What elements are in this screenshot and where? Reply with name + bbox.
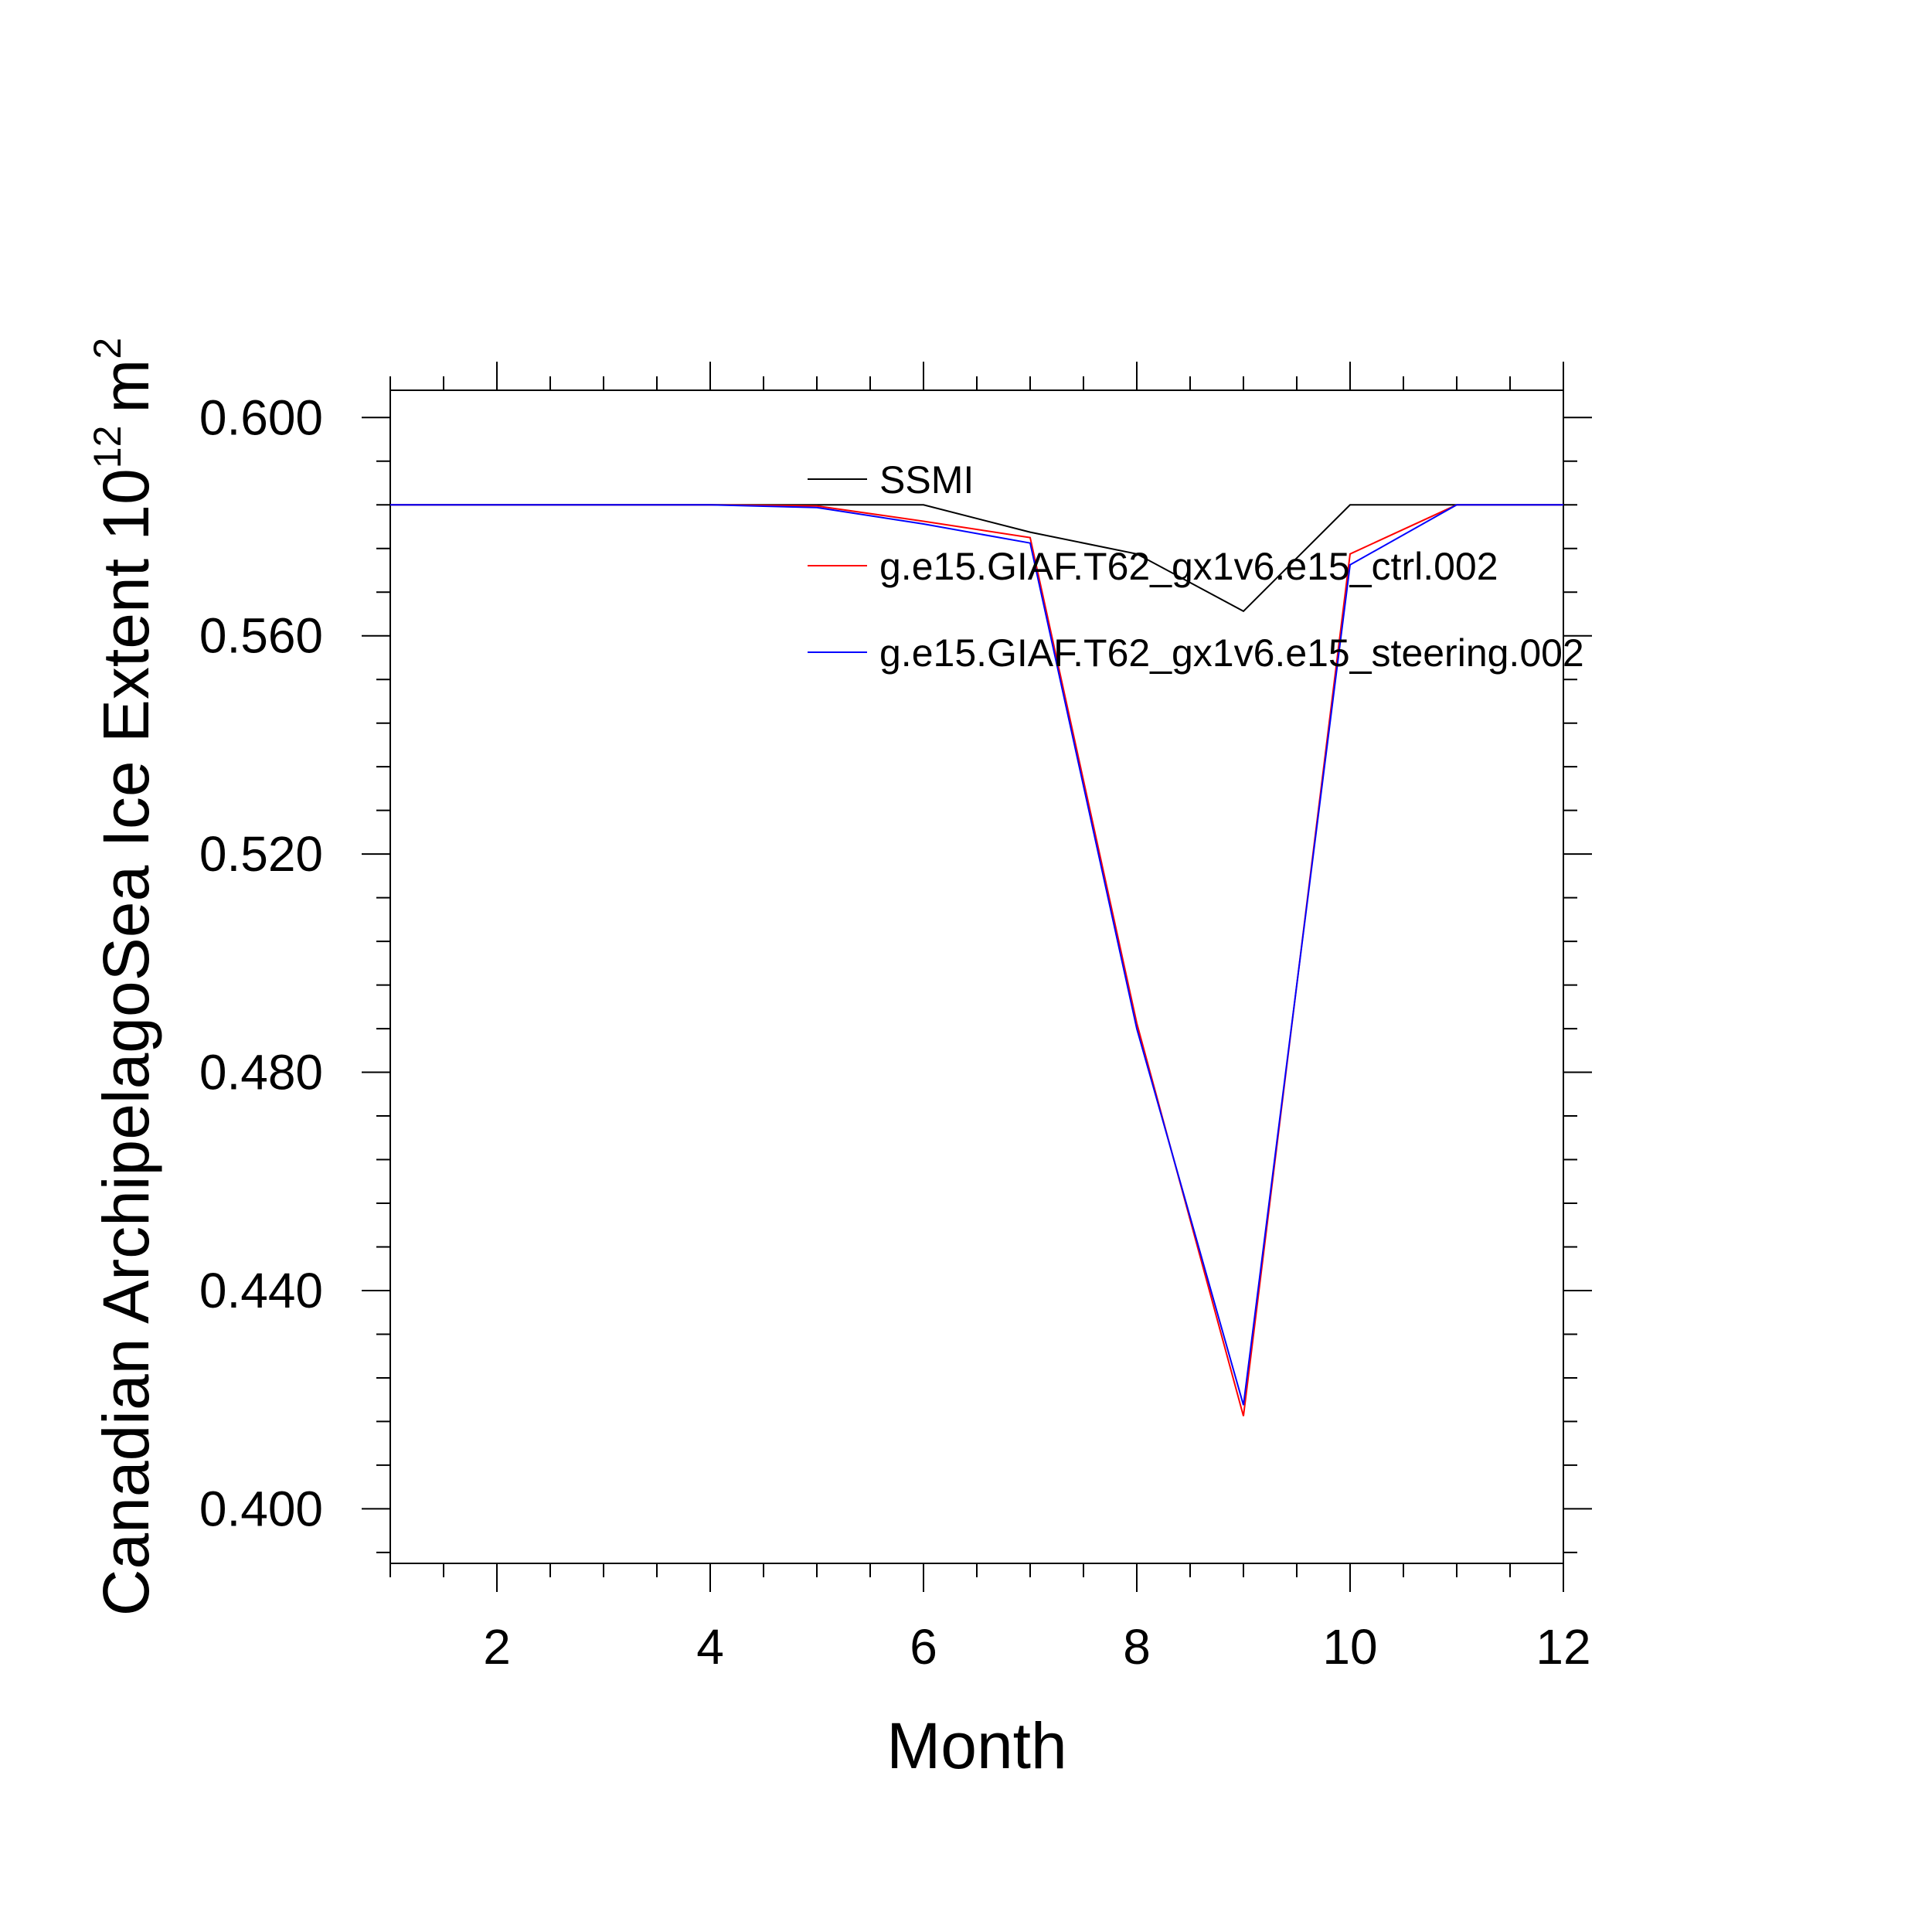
y-tick-label: 0.520 [199,826,323,882]
y-axis-title-exponent: 12 [86,426,129,469]
legend-label-1: SSMI [879,458,974,502]
y-tick-label: 0.480 [199,1045,323,1100]
y-tick-label: 0.440 [199,1263,323,1318]
y-axis-title: Canadian ArchipelagoSea Ice Extent 1012 m… [86,338,162,1616]
tick-labels: 2 4 6 8 10 12 0.400 0.440 0.480 0.520 0.560 0.600 [199,389,1591,1675]
legend-label-2: g.e15.GIAF.T62_gx1v6.e15_ctrl.002 [879,545,1498,588]
y-tick-label: 0.560 [199,608,323,664]
x-tick-label: 6 [910,1619,937,1675]
y-axis-title-unit-exponent: 2 [86,338,129,359]
series-line-3 [390,504,1563,1406]
y-axis-title-main: Canadian ArchipelagoSea Ice Extent 10 [90,468,162,1616]
y-tick-label: 0.600 [199,389,323,445]
legend: SSMI g.e15.GIAF.T62_gx1v6.e15_ctrl.002 g.e… [808,458,1584,675]
series-lines [390,504,1563,1417]
y-axis-title-unit: m [90,359,162,413]
x-tick-label: 8 [1123,1619,1151,1675]
x-tick-label: 12 [1536,1619,1590,1675]
x-axis-title: Month [886,1709,1066,1782]
x-tick-label: 4 [696,1619,724,1675]
y-tick-label: 0.400 [199,1481,323,1536]
axis-ticks [362,362,1592,1592]
x-tick-label: 10 [1322,1619,1377,1675]
legend-label-3: g.e15.GIAF.T62_gx1v6.e15_steering.002 [879,631,1584,675]
x-tick-label: 2 [483,1619,511,1675]
